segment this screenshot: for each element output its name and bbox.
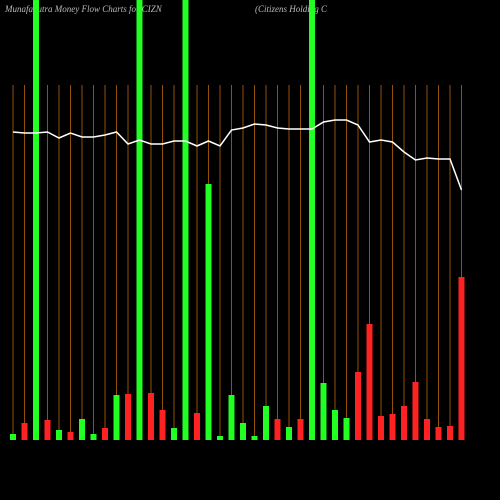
bar — [125, 394, 131, 440]
bar — [286, 427, 292, 440]
bar — [171, 428, 177, 440]
bar — [228, 395, 235, 440]
bar — [217, 436, 223, 440]
bar — [240, 423, 246, 440]
bar — [33, 437, 39, 440]
bar — [274, 419, 281, 440]
highlight-band — [33, 0, 39, 440]
chart-title: MunafaSutra Money Flow Charts for CIZN — [4, 4, 163, 14]
highlight-band — [309, 0, 315, 440]
bar — [21, 423, 28, 440]
bar — [159, 410, 166, 440]
bar — [309, 436, 315, 440]
bar — [355, 372, 361, 440]
price-line — [12, 119, 463, 191]
bar — [194, 413, 200, 440]
bar — [136, 436, 143, 440]
bar — [182, 436, 189, 440]
bar — [79, 419, 85, 440]
bar — [401, 406, 407, 440]
bar — [297, 419, 304, 440]
chart-subtitle: (Citizens Holding C — [255, 4, 328, 14]
bar — [424, 419, 430, 440]
bar — [251, 436, 258, 440]
bar — [205, 184, 212, 440]
bar — [44, 420, 51, 440]
bar — [332, 410, 338, 440]
bar — [447, 426, 453, 440]
bar — [67, 432, 74, 440]
bar — [366, 324, 373, 440]
bar — [148, 393, 154, 440]
bar — [435, 427, 442, 440]
bar — [102, 428, 108, 440]
bar — [263, 406, 269, 440]
bar — [90, 434, 97, 440]
bar — [113, 395, 120, 440]
bar — [378, 416, 384, 440]
bar — [10, 434, 16, 440]
bar — [343, 418, 350, 440]
bar — [389, 414, 396, 440]
highlight-band — [182, 0, 189, 440]
bar — [56, 430, 62, 440]
bar — [458, 277, 465, 440]
bar — [320, 383, 327, 440]
bar — [412, 382, 419, 440]
highlight-band — [136, 0, 143, 440]
